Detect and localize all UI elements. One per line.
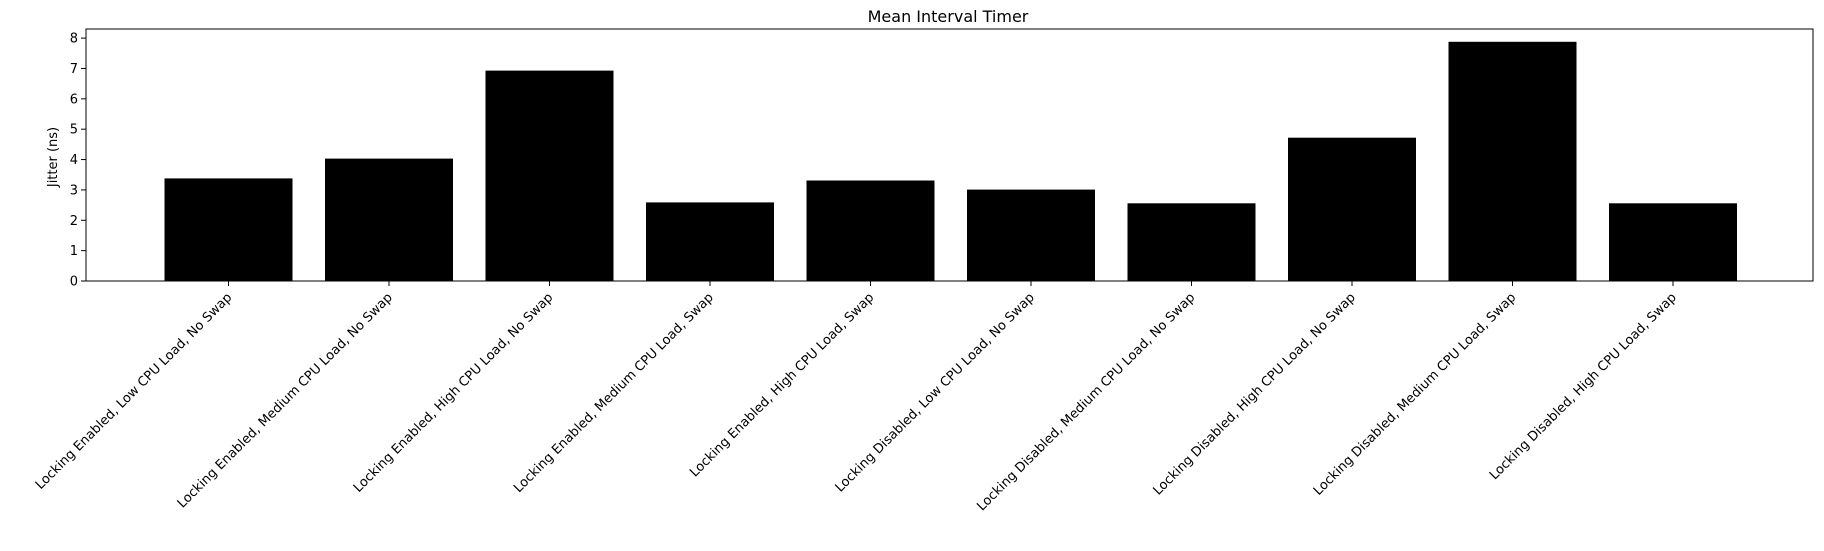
y-tick-label: 3	[70, 183, 78, 198]
x-tick-label: Locking Enabled, High CPU Load, No Swap	[351, 290, 557, 496]
bar-2	[325, 158, 453, 281]
y-tick-label: 1	[70, 244, 78, 259]
y-tick-label: 2	[70, 214, 78, 229]
bar-5	[806, 180, 935, 281]
bar-1	[164, 178, 293, 281]
bar-7	[1127, 203, 1256, 281]
chart-title: Mean Interval Timer	[868, 7, 1029, 26]
y-axis-ticks: 0 1 2 3 4 5 6 7 8	[70, 32, 86, 290]
x-tick-label: Locking Enabled, Medium CPU Load, Swap	[511, 290, 717, 496]
y-tick-label: 8	[70, 32, 78, 47]
bars-group	[164, 41, 1737, 281]
x-tick-label: Locking Disabled, High CPU Load, Swap	[1487, 290, 1680, 483]
y-tick-label: 4	[70, 153, 78, 168]
bar-6	[967, 189, 1095, 281]
bar-9	[1448, 41, 1577, 281]
x-tick-label: Locking Enabled, Low CPU Load, No Swap	[33, 290, 235, 492]
bar-8	[1288, 137, 1416, 281]
x-tick-label: Locking Disabled, High CPU Load, No Swap	[1151, 290, 1359, 498]
bar-3	[485, 70, 614, 281]
y-tick-label: 5	[70, 123, 78, 138]
x-tick-label: Locking Disabled, Low CPU Load, No Swap	[833, 290, 1038, 495]
y-tick-label: 0	[70, 275, 78, 290]
plot-frame	[85, 28, 1814, 282]
bar-10	[1609, 203, 1737, 281]
x-tick-label: Locking Enabled, High CPU Load, Swap	[687, 290, 877, 480]
bar-4	[646, 202, 774, 281]
y-tick-label: 6	[70, 92, 78, 107]
y-axis-label: Jitter (ns)	[46, 127, 61, 188]
x-axis-ticks: Locking Enabled, Low CPU Load, No Swap Lo…	[33, 281, 1680, 514]
x-tick-label: Locking Disabled, Medium CPU Load, Swap	[1311, 290, 1519, 498]
y-tick-label: 7	[70, 62, 78, 77]
